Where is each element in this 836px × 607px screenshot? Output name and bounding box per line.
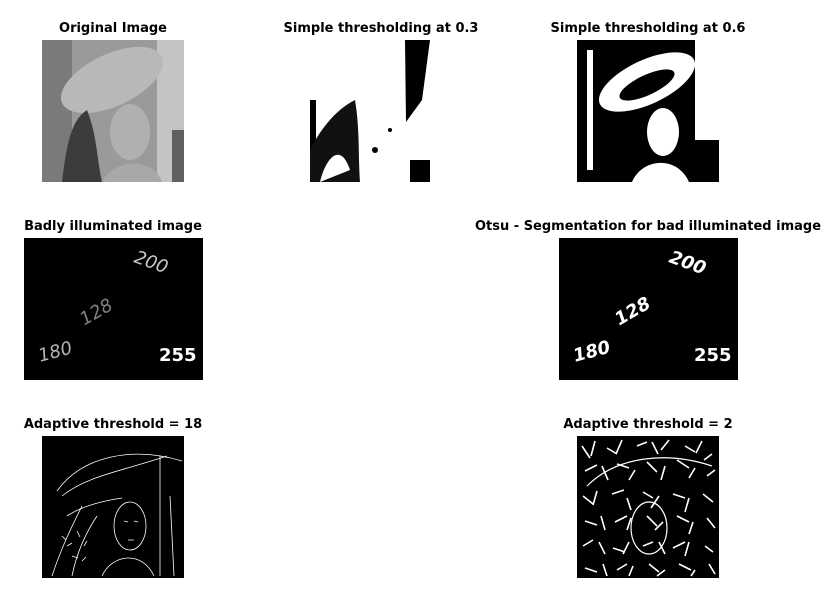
title-adaptive-18: Adaptive threshold = 18 [23,417,203,432]
title-otsu-segmentation: Otsu - Segmentation for bad illuminated … [474,219,822,234]
badly-illuminated-image: 200 128 180 255 [24,238,203,380]
title-original-image: Original Image [59,21,167,36]
threshold-03-image [310,40,452,182]
title-badly-illuminated: Badly illuminated image [24,219,202,234]
otsu-segmentation-image: 200 128 180 255 [559,238,738,380]
title-threshold-03: Simple thresholding at 0.3 [283,21,479,36]
otsu-number-255: 255 [694,345,732,366]
original-image [42,40,184,182]
adaptive-threshold-2-image [577,436,719,578]
adaptive-threshold-18-image [42,436,184,578]
threshold-06-image [577,40,719,182]
title-adaptive-2: Adaptive threshold = 2 [563,417,733,432]
title-threshold-06: Simple thresholding at 0.6 [550,21,746,36]
badly-lit-number-255: 255 [159,345,197,366]
